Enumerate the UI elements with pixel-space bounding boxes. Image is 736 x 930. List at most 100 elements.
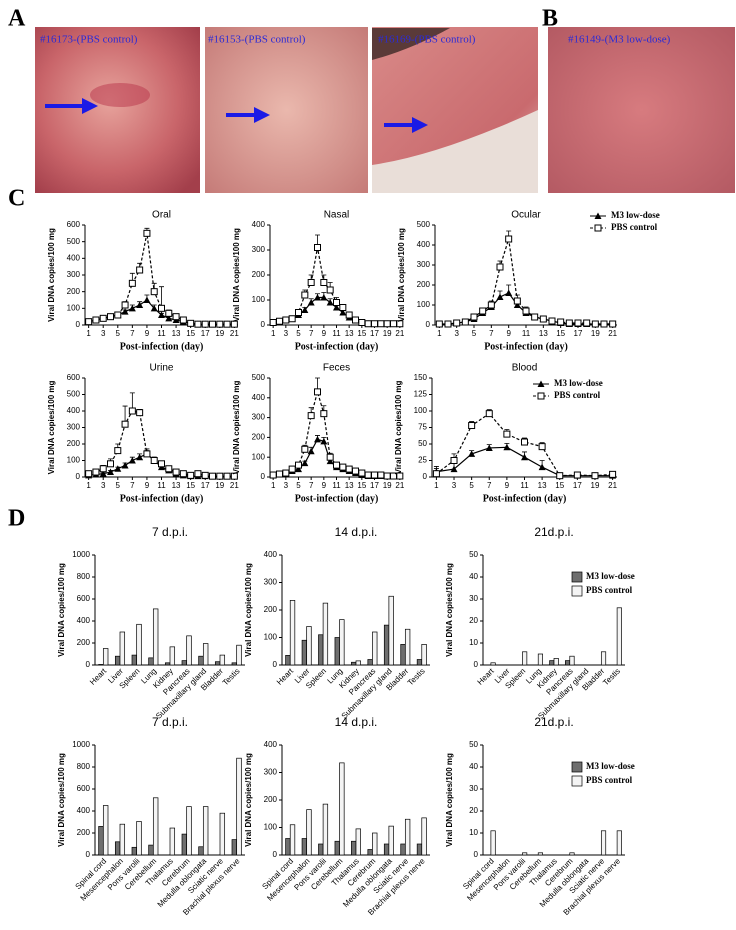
bar [600,651,607,666]
data-point [521,453,528,461]
bar [490,662,496,666]
y-tick-label: 200 [67,287,81,296]
data-point [383,472,391,480]
x-tick-label: 13 [345,329,354,338]
y-tick-label: 10 [469,638,478,647]
bar [404,628,411,666]
bar [367,849,373,856]
data-point [143,450,151,458]
bar [198,846,204,856]
x-tick-label: 11 [332,329,341,338]
y-tick-label: 300 [252,245,266,254]
data-point [364,320,372,328]
x-tick-label: 3 [454,329,459,338]
chart-title: 7 d.p.i. [152,525,188,539]
panel-label: B [542,6,558,32]
photo [205,27,368,193]
legend-swatch [571,775,583,787]
bar [334,840,340,856]
bar [339,762,345,856]
x-tick-label: 9 [506,329,511,338]
data-point [326,299,334,306]
data-point [288,315,296,323]
data-point [223,320,231,328]
data-point [600,320,608,328]
photo-region [372,110,538,193]
x-tick-label: 17 [201,329,210,338]
data-point [326,286,334,294]
bar [322,602,329,666]
x-tick-label: 5 [296,329,301,338]
photo-label: #16149-(M3 low-dose) [568,34,671,46]
x-tick-label: 21 [395,329,404,338]
data-point [307,299,315,306]
data-point [377,320,385,328]
legend-label: M3 low-dose [586,761,635,771]
bar [102,805,109,856]
bar [388,595,394,666]
y-tick-label: 300 [67,423,81,432]
x-tick-label: 5 [116,329,121,338]
x-tick-label: Heart [88,666,109,687]
y-tick-label: 0 [86,660,91,669]
photo-label: #16153-(PBS control) [208,34,306,46]
x-tick-label: 17 [201,481,210,490]
data-point [496,263,504,271]
chart-title: 21d.p.i. [534,525,573,539]
bar [148,657,154,666]
x-tick-label: 11 [522,329,531,338]
data-point [216,472,224,480]
y-tick-label: 40 [469,762,478,771]
y-axis-label: Viral DNA copies/100 mg [47,228,56,322]
y-axis-label: Viral DNA copies/100 mg [394,380,403,474]
bar [355,828,361,856]
y-axis-label: Viral DNA copies/100 mg [57,753,66,847]
data-point [461,318,469,326]
data-point [505,235,513,243]
bar [164,662,171,666]
y-tick-label: 0 [474,850,479,859]
x-tick-label: 11 [332,481,341,490]
y-tick-label: 500 [67,237,81,246]
bar [537,653,543,666]
data-point [165,465,173,473]
bar [198,655,204,666]
y-tick-label: 0 [474,660,479,669]
y-tick-label: 200 [77,828,91,837]
data-point [444,320,452,328]
x-tick-label: 11 [520,481,529,490]
y-tick-label: 0 [261,320,266,329]
data-point [396,472,404,480]
bar [306,626,312,666]
y-tick-label: 75 [418,423,427,432]
data-point [333,304,340,311]
data-point [556,472,564,480]
x-tick-label: 11 [157,481,166,490]
legend-label: M3 low-dose [586,571,635,581]
x-tick-label: 7 [309,329,314,338]
x-tick-label: 15 [357,481,366,490]
data-point [121,420,129,428]
data-point [496,293,504,300]
bar [416,843,423,856]
data-point [269,471,277,479]
bar [102,648,109,666]
lesion [90,83,150,107]
y-axis-label: Viral DNA copies/100 mg [47,380,56,474]
bar [490,830,496,856]
data-point [383,320,391,328]
x-tick-label: 5 [296,481,301,490]
bar [616,830,622,856]
y-axis-label: Viral DNA copies/100 mg [57,563,66,657]
bar [421,817,427,856]
bar [289,824,296,856]
data-point [136,266,144,274]
data-point [143,229,151,237]
data-point [548,317,556,325]
y-tick-label: 200 [252,433,266,442]
data-point [301,445,309,453]
bar [285,838,291,856]
data-point [128,407,136,415]
data-point [479,307,487,315]
data-point [468,450,476,457]
